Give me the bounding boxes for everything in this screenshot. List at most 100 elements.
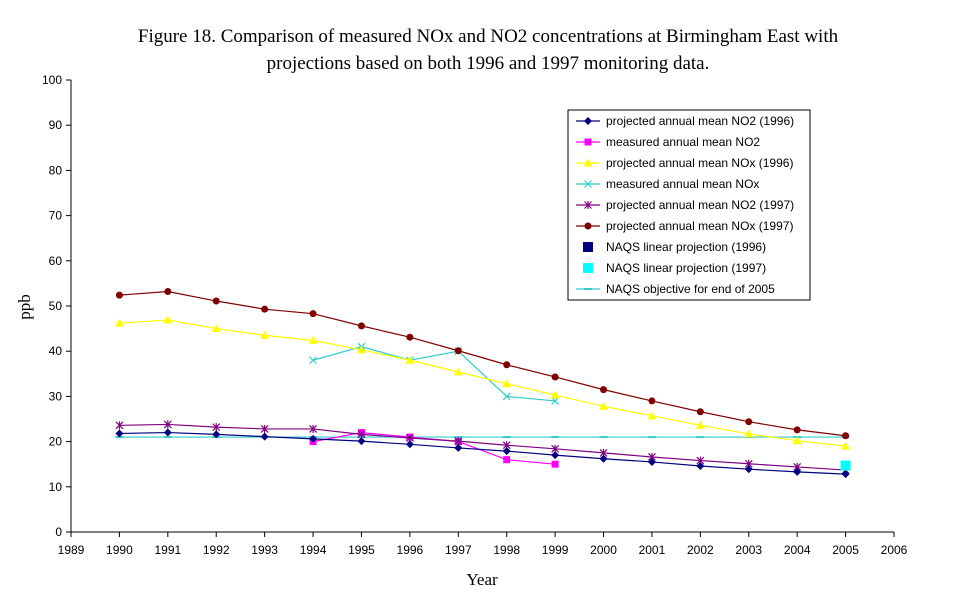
y-tick-label: 80 [49, 163, 63, 177]
legend-label: measured annual mean NO2 [606, 135, 760, 149]
data-point [163, 420, 172, 429]
x-tick-label: 2005 [832, 543, 859, 557]
x-tick-label: 1996 [397, 543, 424, 557]
data-point [405, 355, 415, 364]
data-point [502, 379, 512, 388]
data-point [115, 421, 124, 430]
legend-item: NAQS linear projection (1997) [583, 261, 766, 275]
plot-series [114, 288, 851, 479]
y-tick-label: 90 [49, 118, 63, 132]
y-tick-label: 0 [55, 525, 62, 539]
data-point [695, 420, 705, 429]
data-point [840, 460, 851, 471]
data-point [405, 440, 414, 449]
data-point [647, 411, 657, 420]
series-0 [115, 428, 850, 479]
y-tick-label: 30 [49, 389, 63, 403]
data-point [842, 432, 850, 440]
x-tick-label: 1990 [106, 543, 133, 557]
x-tick-label: 1994 [300, 543, 327, 557]
legend-item: measured annual mean NOx [576, 177, 759, 191]
legend-marker [583, 263, 593, 273]
legend-marker [583, 158, 593, 167]
series-5 [115, 288, 850, 440]
data-point [260, 330, 270, 339]
chart-title-line-2: projections based on both 1996 and 1997 … [267, 53, 710, 74]
data-point [648, 397, 656, 405]
legend-item: measured annual mean NO2 [576, 135, 760, 149]
data-point [308, 335, 318, 344]
series-1 [309, 429, 559, 468]
y-tick-label: 20 [49, 435, 63, 449]
data-point [115, 429, 124, 438]
legend-label: projected annual mean NOx (1997) [606, 219, 793, 233]
legend-marker [584, 222, 592, 230]
data-point [163, 315, 173, 324]
x-tick-label: 1995 [348, 543, 375, 557]
legend-label: NAQS linear projection (1997) [606, 261, 766, 275]
data-point [502, 447, 511, 456]
y-axis-title: ppb [15, 294, 34, 320]
data-point [163, 428, 172, 437]
data-point [212, 297, 220, 305]
data-point [454, 443, 463, 452]
legend-label: projected annual mean NO2 (1996) [606, 114, 794, 128]
x-tick-label: 1989 [58, 543, 85, 557]
series-4 [115, 420, 850, 475]
data-point [551, 460, 559, 468]
data-point [453, 367, 463, 376]
data-point [260, 432, 269, 441]
data-point [454, 347, 462, 355]
series-line [119, 319, 846, 447]
data-point [841, 470, 850, 479]
x-tick-label: 2004 [784, 543, 811, 557]
legend-item: NAQS objective for end of 2005 [576, 282, 775, 296]
chart-title-line-1: Figure 18. Comparison of measured NOx an… [138, 26, 839, 47]
legend-item: projected annual mean NO2 (1997) [576, 198, 794, 212]
data-point [792, 436, 802, 445]
data-point [114, 318, 124, 327]
series-7 [840, 460, 851, 471]
data-point [260, 424, 269, 433]
legend-marker [583, 242, 593, 252]
y-tick-label: 60 [49, 254, 63, 268]
data-point [357, 430, 366, 439]
data-point [211, 324, 221, 333]
y-tick-label: 70 [49, 209, 63, 223]
x-tick-label: 1992 [203, 543, 230, 557]
data-point [551, 396, 560, 405]
legend-marker [584, 180, 592, 188]
x-axis-title: Year [466, 570, 498, 589]
x-tick-label: 1991 [154, 543, 181, 557]
series-line [119, 423, 846, 471]
axes: 0 10 20 30 40 50 60 70 80 90 100 1989 1990 1991 1992 19… [42, 73, 908, 557]
data-point [212, 430, 221, 439]
series-2 [114, 315, 851, 450]
data-point [309, 310, 317, 318]
data-point [212, 423, 221, 432]
legend-box [567, 109, 811, 301]
data-point [454, 437, 463, 446]
data-point [793, 426, 801, 434]
data-point [551, 451, 560, 460]
data-point [696, 462, 705, 471]
data-point [599, 401, 609, 410]
data-point [793, 467, 802, 476]
legend-label: projected annual mean NOx (1996) [606, 156, 793, 170]
x-tick-label: 2002 [687, 543, 714, 557]
data-point [356, 345, 366, 354]
data-point [599, 454, 608, 463]
data-point [744, 465, 753, 474]
data-point [503, 361, 511, 369]
legend: projected annual mean NO2 (1996) measured… [567, 109, 811, 301]
data-point [357, 437, 366, 446]
series-line [119, 290, 846, 437]
y-tick-label: 40 [49, 344, 63, 358]
legend-item: projected annual mean NOx (1996) [576, 156, 793, 170]
data-point [309, 434, 318, 443]
data-point [551, 373, 559, 381]
legend-label: NAQS linear projection (1996) [606, 240, 766, 254]
data-point [745, 418, 753, 426]
x-tick-label: 2003 [735, 543, 762, 557]
